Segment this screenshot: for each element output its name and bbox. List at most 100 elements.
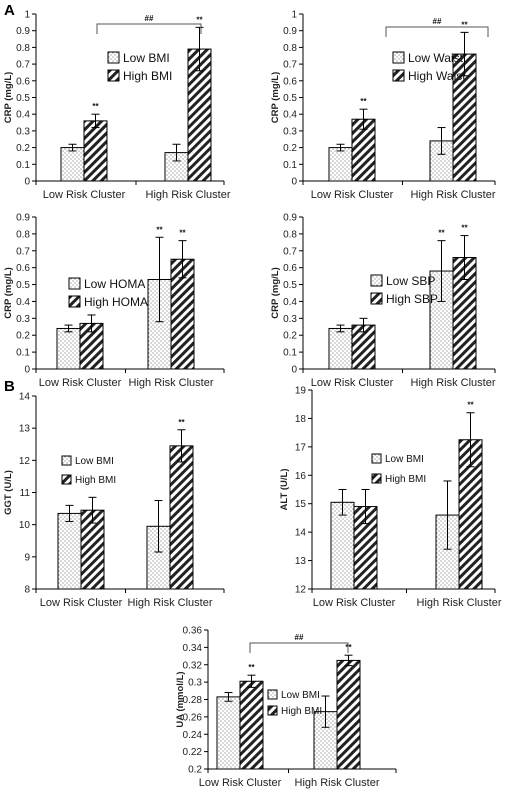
y-tick-label: 12 — [19, 456, 31, 467]
y-tick-label: 0.5 — [283, 93, 297, 104]
chart-1: 0 0.1 0.2 0.3 0.4 0.5 0.6 0.7 0.8 0.9 1 CRP (mg/L) L… — [3, 10, 231, 202]
y-axis-label: CRP (mg/L) — [270, 72, 281, 124]
y-axis-label: UA (mmol/L) — [175, 671, 186, 727]
bar — [83, 120, 108, 182]
y-tick-label: 0.32 — [183, 660, 203, 671]
legend-label: High Waist — [408, 69, 466, 83]
chart-7: 0.2 0.22 0.24 0.26 0.28 0.3 0.32 0.34 0.36 UA (mm… — [175, 626, 397, 789]
chart-6: 12 13 14 15 16 17 18 19 ALT (U/L) Low Risk Cluste… — [279, 386, 502, 610]
y-tick-label: 17 — [295, 442, 307, 453]
bar — [56, 327, 81, 370]
legend-swatch — [68, 277, 81, 290]
bracket-label: ## — [145, 14, 154, 23]
category-label: Low Risk Cluster — [43, 189, 126, 201]
y-tick-label: 0.9 — [283, 213, 297, 224]
legend-label: High BMI — [281, 706, 322, 717]
y-tick-label: 0.7 — [283, 246, 297, 257]
y-tick-label: 0.3 — [16, 126, 30, 137]
y-tick-label: 0.8 — [283, 43, 297, 54]
category-label: High Risk Cluster — [128, 597, 213, 609]
legend-label: High SBP — [386, 292, 438, 306]
y-tick-label: 0.34 — [183, 643, 203, 654]
y-tick-label: 0.4 — [283, 110, 297, 121]
y-tick-label: 0.4 — [283, 297, 297, 308]
y-tick-label: 0.5 — [16, 280, 30, 291]
y-tick-label: 0.3 — [283, 314, 297, 325]
y-tick-label: 0.6 — [16, 263, 30, 274]
category-label: Low Risk Cluster — [40, 597, 123, 609]
legend-swatch — [392, 69, 405, 82]
legend-swatch — [267, 705, 278, 716]
category-label: High Risk Cluster — [411, 377, 496, 389]
bracket-label: ## — [433, 17, 442, 26]
y-tick-label: 0.3 — [16, 314, 30, 325]
legend-label: Low BMI — [281, 690, 320, 701]
significance-mark: ** — [345, 643, 352, 652]
y-tick-label: 0.1 — [283, 348, 297, 359]
panel-a-label: A — [4, 2, 15, 19]
y-tick-label: 0.2 — [16, 143, 30, 154]
y-tick-label: 0.22 — [183, 747, 203, 758]
legend-swatch — [107, 51, 120, 64]
y-tick-label: 16 — [295, 471, 307, 482]
legend-swatch — [370, 274, 383, 287]
legend-swatch — [107, 69, 120, 82]
y-tick-label: 0 — [24, 177, 30, 188]
category-label: Low Risk Cluster — [39, 377, 122, 389]
y-axis-label: CRP (mg/L) — [3, 267, 14, 319]
category-label: High Risk Cluster — [146, 189, 231, 201]
chart-2: 0 0.1 0.2 0.3 0.4 0.5 0.6 0.7 0.8 0.9 1 CRP (mg/L) L… — [270, 10, 496, 202]
legend-swatch — [68, 295, 81, 308]
category-label: Low Risk Cluster — [313, 597, 396, 609]
y-axis-label: ALT (U/L) — [279, 468, 290, 510]
bar — [169, 445, 194, 590]
y-axis-label: CRP (mg/L) — [270, 267, 281, 319]
chart-5: 8 9 10 11 12 13 14 GGT (U/L) Low Risk Cluster Hig… — [3, 392, 225, 609]
y-tick-label: 0.24 — [183, 730, 203, 741]
y-tick-label: 0.1 — [16, 160, 30, 171]
legend-label: High BMI — [385, 474, 426, 485]
significance-mark: ** — [461, 224, 468, 233]
category-label: Low Risk Cluster — [311, 377, 394, 389]
y-tick-label: 14 — [295, 528, 307, 539]
y-tick-label: 0.2 — [188, 765, 202, 776]
legend-label: High BMI — [75, 475, 116, 486]
y-tick-label: 9 — [24, 552, 30, 563]
y-tick-label: 0 — [24, 365, 30, 376]
significance-mark: ** — [360, 97, 367, 106]
chart-3: 0 0.1 0.2 0.3 0.4 0.5 0.6 0.7 0.8 0.9 CRP (mg/L) Lo… — [3, 213, 225, 389]
y-tick-label: 0.5 — [16, 93, 30, 104]
y-tick-label: 0.3 — [188, 678, 202, 689]
y-tick-label: 1 — [291, 10, 297, 21]
y-tick-label: 0.8 — [16, 43, 30, 54]
y-tick-label: 13 — [295, 556, 307, 567]
comparison-bracket — [249, 642, 349, 653]
y-tick-label: 0.36 — [183, 626, 203, 637]
y-tick-label: 0.7 — [16, 60, 30, 71]
significance-mark: ** — [179, 229, 186, 238]
bar — [336, 659, 361, 770]
legend-swatch — [370, 292, 383, 305]
bar — [60, 147, 85, 182]
comparison-bracket — [385, 26, 489, 37]
bar — [328, 147, 353, 182]
significance-mark: ** — [438, 229, 445, 238]
y-axis-label: CRP (mg/L) — [3, 72, 14, 124]
significance-mark: ** — [92, 102, 99, 111]
legend-swatch — [392, 51, 405, 64]
panel-b-label: B — [4, 378, 15, 395]
y-tick-label: 0.6 — [16, 76, 30, 87]
y-tick-label: 14 — [19, 392, 31, 403]
legend-label: High HOMA — [84, 295, 148, 309]
y-tick-label: 0.9 — [16, 26, 30, 37]
bar — [216, 696, 241, 770]
y-tick-label: 0.28 — [183, 695, 203, 706]
y-tick-label: 1 — [24, 10, 30, 21]
y-tick-label: 0.2 — [283, 331, 297, 342]
legend-label: Low BMI — [385, 454, 424, 465]
y-tick-label: 0.3 — [283, 126, 297, 137]
y-tick-label: 0.2 — [283, 143, 297, 154]
y-tick-label: 0.8 — [16, 229, 30, 240]
legend-swatch — [267, 689, 278, 700]
